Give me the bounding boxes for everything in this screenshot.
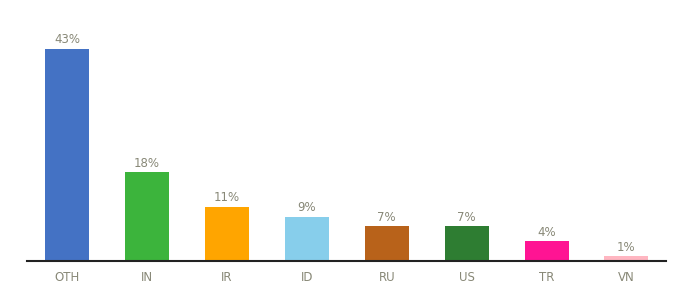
Text: 7%: 7% [458, 211, 476, 224]
Bar [524, 241, 568, 261]
Bar [205, 207, 249, 261]
Text: 11%: 11% [214, 191, 240, 204]
Text: 4%: 4% [537, 226, 556, 239]
Text: 43%: 43% [54, 33, 80, 46]
Bar [45, 49, 89, 261]
Text: 7%: 7% [377, 211, 396, 224]
Bar [605, 256, 649, 261]
Bar [125, 172, 169, 261]
Text: 1%: 1% [617, 241, 636, 254]
Text: 18%: 18% [134, 157, 160, 170]
Text: 9%: 9% [298, 201, 316, 214]
Bar [445, 226, 489, 261]
Bar [364, 226, 409, 261]
Bar [285, 217, 329, 261]
